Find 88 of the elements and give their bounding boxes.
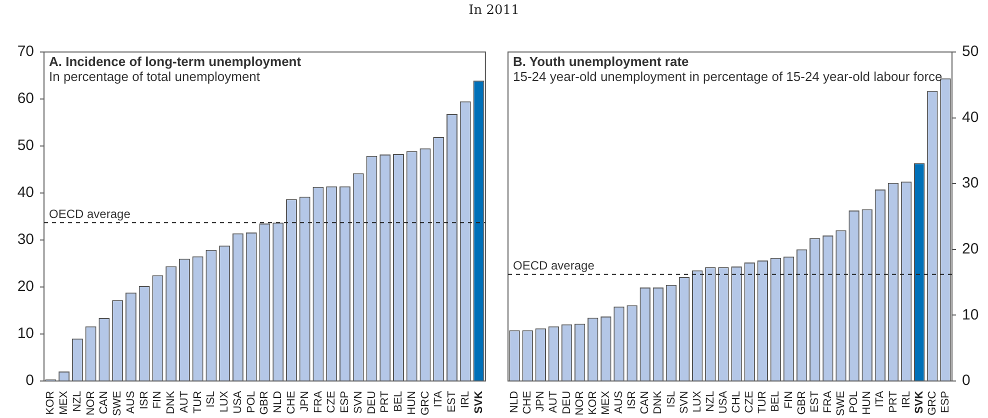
- x-tick-label: FIN: [152, 390, 164, 409]
- y-tick-label: 70: [17, 43, 34, 60]
- x-tick-label: SVK: [913, 390, 926, 414]
- x-tick-label: KOR: [44, 390, 57, 415]
- ref-line-label: OECD average: [49, 206, 131, 221]
- x-tick-label: CZE: [326, 390, 338, 413]
- y-tick-label: 10: [17, 325, 34, 342]
- x-tick-label: FRA: [822, 390, 834, 413]
- x-tick-label: JPN: [298, 390, 311, 412]
- x-tick-label: POL: [848, 390, 860, 413]
- x-tick-label: DEU: [560, 390, 573, 414]
- y-tick-label: 40: [17, 184, 34, 202]
- x-tick-label: ISL: [665, 390, 678, 408]
- x-tick-label: KOR: [586, 390, 599, 415]
- x-tick-label: CHE: [522, 390, 534, 414]
- x-tick-label: NLD: [508, 390, 521, 413]
- x-tick-label: NZL: [704, 390, 716, 412]
- x-tick-label: HUN: [406, 390, 418, 415]
- y-tick-label: 10: [962, 306, 979, 324]
- x-tick-label: EST: [446, 390, 458, 412]
- x-tick-label: BEL: [770, 390, 782, 412]
- x-tick-label: NOR: [574, 390, 586, 416]
- x-tick-label: BEL: [392, 390, 405, 412]
- x-tick-label: LUX: [218, 390, 231, 412]
- x-tick-label: SVN: [352, 390, 364, 414]
- x-tick-label: ESP: [339, 390, 352, 413]
- x-tick-label: GBR: [796, 390, 808, 415]
- x-tick-label: ISR: [626, 390, 638, 410]
- y-tick-label: 50: [17, 137, 34, 154]
- x-tick-label: TUR: [756, 390, 769, 414]
- y-tick-label: 50: [962, 43, 979, 60]
- x-tick-label: PRT: [379, 390, 392, 413]
- x-tick-label: ISL: [205, 390, 218, 408]
- text: 15-24 year-old unemployment in percentage of 15-24 year-old labour force: [513, 69, 942, 84]
- x-tick-label: AUT: [178, 390, 190, 413]
- x-tick-label: FRA: [312, 390, 324, 413]
- x-tick-label: LUX: [691, 390, 704, 412]
- x-tick-label: PRT: [887, 390, 900, 413]
- x-tick-label: GBR: [258, 390, 271, 415]
- x-tick-label: DNK: [165, 390, 178, 414]
- text: In 2011: [468, 3, 520, 18]
- x-tick-label: AUT: [548, 390, 560, 413]
- x-tick-label: MEX: [58, 390, 70, 415]
- x-tick-label: CAN: [98, 390, 110, 414]
- x-tick-label: AUS: [124, 390, 137, 414]
- y-tick-label: 30: [17, 231, 34, 248]
- x-tick-label: DNK: [652, 390, 664, 414]
- x-tick-label: CZE: [744, 390, 756, 413]
- x-tick-label: GRC: [419, 390, 432, 416]
- x-tick-label: NLD: [272, 390, 284, 413]
- x-tick-label: EST: [808, 390, 821, 412]
- x-tick-label: SWE: [112, 390, 124, 416]
- x-tick-label: ESP: [940, 390, 952, 413]
- x-tick-label: ISR: [138, 390, 150, 410]
- x-tick-label: CHE: [286, 390, 298, 414]
- x-tick-label: GRC: [926, 390, 938, 416]
- x-tick-label: POL: [245, 390, 258, 413]
- x-tick-label: DEU: [366, 390, 378, 414]
- x-tick-label: JPN: [534, 390, 547, 412]
- x-tick-label: MEX: [600, 390, 612, 415]
- x-tick-label: SVK: [472, 390, 485, 414]
- y-tick-label: 20: [17, 278, 34, 296]
- x-tick-label: NZL: [71, 390, 84, 412]
- x-tick-label: USA: [232, 390, 244, 414]
- x-tick-label: CAN: [639, 390, 652, 414]
- y-tick-label: 0: [26, 372, 34, 390]
- x-tick-label: IRL: [900, 390, 912, 408]
- chart-title: A. Incidence of long-term unemployment: [49, 54, 302, 70]
- x-tick-label: AUS: [613, 390, 626, 414]
- x-tick-label: ITA: [874, 390, 886, 408]
- y-tick-label: 60: [17, 90, 34, 108]
- y-tick-label: 0: [962, 372, 970, 390]
- x-tick-label: HUN: [861, 390, 874, 415]
- x-tick-label: USA: [718, 390, 730, 414]
- x-tick-label: SVN: [678, 390, 690, 414]
- x-tick-label: FIN: [782, 390, 795, 409]
- y-tick-label: 30: [962, 174, 979, 192]
- x-tick-label: ITA: [432, 390, 445, 408]
- y-tick-label: 20: [962, 240, 979, 258]
- y-tick-label: 40: [962, 108, 979, 126]
- text: In percentage of total unemployment: [49, 69, 260, 84]
- x-tick-label: SWE: [835, 390, 848, 416]
- x-tick-label: NOR: [84, 390, 97, 416]
- x-tick-label: IRL: [459, 390, 472, 408]
- x-tick-label: TUR: [192, 390, 204, 414]
- chart-title: B. Youth unemployment rate: [513, 54, 689, 70]
- x-tick-label: CHL: [730, 390, 743, 413]
- ref-line-label: OECD average: [513, 258, 595, 273]
